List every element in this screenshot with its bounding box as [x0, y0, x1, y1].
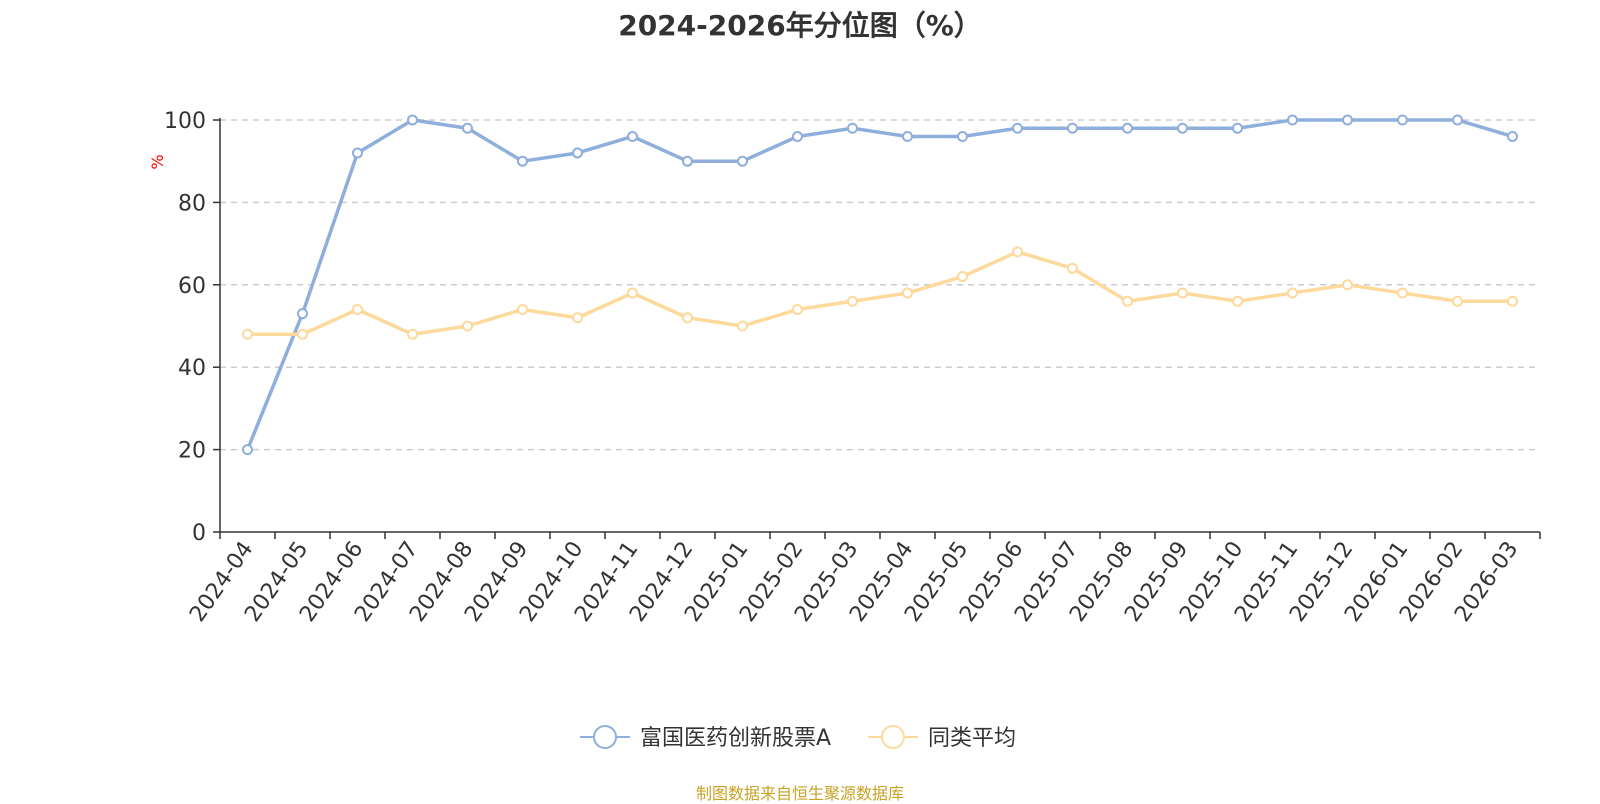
legend-label: 同类平均: [928, 726, 1016, 751]
data-point: [462, 320, 473, 332]
data-point: [1507, 130, 1518, 142]
data-point: [297, 308, 308, 320]
data-point: [1452, 295, 1463, 307]
series-line-2: [247, 250, 1513, 336]
data-point: [1232, 122, 1243, 134]
data-point: [682, 312, 693, 324]
data-point: [1122, 122, 1133, 134]
data-point: [627, 130, 638, 142]
data-point: [297, 328, 308, 340]
data-point: [1507, 295, 1518, 307]
legend-marker: [593, 725, 617, 749]
data-point: [847, 295, 858, 307]
data-point: [737, 155, 748, 167]
chart-title: 2024-2026年分位图（%）: [618, 9, 982, 42]
legend: 富国医药创新股票A 同类平均: [580, 725, 1016, 751]
data-point: [1342, 279, 1353, 291]
data-point: [242, 328, 253, 340]
y-tick-label: 60: [178, 274, 206, 299]
data-point: [847, 122, 858, 134]
y-tick-label: 0: [192, 521, 206, 546]
data-point: [1342, 114, 1353, 126]
series-line-1: [245, 118, 1514, 451]
y-tick-label: 20: [178, 439, 206, 464]
data-point: [1122, 295, 1133, 307]
data-point: [1012, 122, 1023, 134]
data-point: [1232, 295, 1243, 307]
data-point: [737, 320, 748, 332]
data-point: [462, 122, 473, 134]
y-tick-label: 100: [164, 109, 206, 134]
data-point: [957, 130, 968, 142]
grid-lines: [220, 119, 1540, 451]
data-point: [352, 147, 363, 159]
data-point: [1287, 114, 1298, 126]
legend-marker: [881, 725, 905, 749]
data-point: [572, 147, 583, 159]
data-point: [627, 287, 638, 299]
legend-label: 富国医药创新股票A: [640, 726, 831, 751]
data-point: [1177, 122, 1188, 134]
data-point: [792, 130, 803, 142]
data-point: [352, 304, 363, 316]
data-point: [902, 130, 913, 142]
data-point: [1452, 114, 1463, 126]
data-point: [682, 155, 693, 167]
data-point: [242, 444, 253, 456]
data-point: [1397, 287, 1408, 299]
data-source-note: 制图数据来自恒生聚源数据库: [695, 784, 904, 803]
data-point: [1287, 287, 1298, 299]
series-lines: [242, 114, 1518, 456]
data-point: [407, 328, 418, 340]
y-tick-label: 80: [178, 191, 206, 216]
data-point: [1397, 114, 1408, 126]
data-point: [517, 304, 528, 316]
y-axis-label: %: [148, 154, 167, 169]
data-point: [1177, 287, 1188, 299]
data-point: [1067, 262, 1078, 274]
y-tick-label: 40: [178, 356, 206, 381]
data-point: [792, 304, 803, 316]
data-point: [957, 271, 968, 283]
data-point: [1067, 122, 1078, 134]
data-point: [517, 155, 528, 167]
data-point: [407, 114, 418, 126]
data-point: [902, 287, 913, 299]
data-point: [1012, 246, 1023, 258]
data-point: [572, 312, 583, 324]
